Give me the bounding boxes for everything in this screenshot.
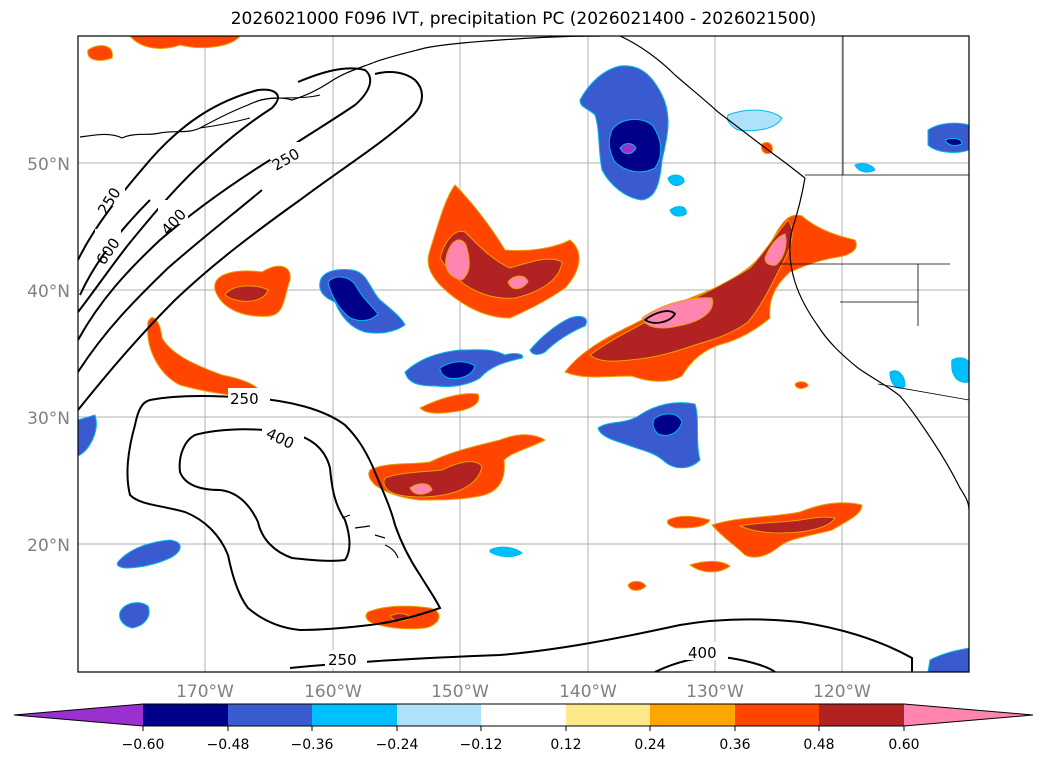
precip-blob: [445, 239, 470, 281]
precip-blob: [419, 393, 480, 414]
colorbar-tick-label: 0.60: [888, 737, 919, 753]
precip-blob: [129, 36, 241, 49]
precip-blob: [147, 317, 263, 397]
map-title: 2026021000 F096 IVT, precipitation PC (2…: [230, 9, 817, 29]
precip-blob: [439, 361, 476, 379]
precip-blob: [667, 515, 711, 529]
precip-blob: [669, 206, 687, 217]
precip-blob: [224, 285, 269, 302]
colorbar-tick-label: −0.24: [376, 737, 419, 753]
colorbar-cell: [650, 704, 735, 726]
hawaii-islands: [341, 514, 399, 559]
lon-label: 160°W: [304, 682, 362, 702]
precip-blob: [439, 230, 563, 299]
contour-labels: 250 600 400 250 250 400 250 400: [93, 142, 728, 669]
bc-coast: [619, 36, 806, 179]
ivt-contour-line: [78, 71, 423, 411]
precip-blob: [927, 647, 969, 672]
colorbar-tick-label: −0.60: [122, 737, 165, 753]
precip-negative-regions: [78, 65, 969, 672]
colorbar-cell: [228, 704, 312, 726]
precip-blob: [507, 275, 529, 290]
precip-blob: [87, 45, 113, 61]
contour-label: 250: [328, 651, 357, 669]
precip-blob: [794, 381, 809, 389]
contour-label: 400: [688, 644, 717, 662]
precip-blob: [951, 357, 969, 383]
colorbar-tick-label: −0.48: [207, 737, 250, 753]
precip-blob: [944, 137, 963, 147]
colorbar-cell: [143, 704, 228, 726]
precip-blob: [738, 516, 836, 534]
coastlines: [79, 36, 969, 559]
latitude-labels: 50°N 40°N 30°N 20°N: [27, 155, 70, 556]
precip-blob: [78, 414, 97, 457]
border-lines: [780, 36, 969, 401]
lat-label: 30°N: [27, 409, 70, 429]
precip-blob: [589, 219, 793, 362]
colorbar-low-extend: [14, 704, 143, 726]
aleutian-islands: [199, 94, 321, 129]
ivt-contour-line: [78, 189, 263, 373]
us-west-coast: [789, 177, 969, 511]
colorbar-tick-label: −0.12: [460, 737, 503, 753]
lat-label: 50°N: [27, 155, 70, 175]
colorbar-cell: [819, 704, 904, 726]
colorbar-tick-label: −0.36: [291, 737, 334, 753]
colorbar-cell: [397, 704, 481, 726]
precip-positive-regions: [87, 36, 863, 630]
precip-blob: [854, 163, 876, 173]
precip-blob: [489, 546, 523, 558]
precip-blob: [409, 483, 433, 495]
precip-blob: [383, 461, 483, 498]
colorbar-high-extend: [904, 704, 1033, 726]
precip-blob: [641, 297, 714, 329]
lon-label: 150°W: [431, 682, 489, 702]
precip-blob: [667, 174, 685, 186]
colorbar-cell: [481, 704, 566, 726]
precip-blob: [688, 560, 731, 573]
precip-blob: [619, 143, 637, 155]
precip-blob: [529, 315, 587, 355]
precip-blob: [927, 122, 969, 153]
map-frame: [77, 35, 970, 673]
lat-label: 40°N: [27, 282, 70, 302]
ivt-contour-line: [78, 88, 279, 313]
ivt-contour-line: [654, 656, 776, 672]
grid: [78, 36, 969, 672]
colorbar-tick-label: 0.48: [803, 737, 834, 753]
colorbar: −0.60 −0.48 −0.36 −0.24 −0.12 0.12 0.24 …: [13, 703, 1034, 753]
precip-blob: [627, 580, 647, 591]
precip-blob: [652, 413, 683, 436]
precip-blob: [764, 233, 787, 266]
colorbar-tick-label: 0.24: [634, 737, 665, 753]
colorbar-cell: [566, 704, 650, 726]
colorbar-cell: [735, 704, 819, 726]
lon-label: 140°W: [559, 682, 617, 702]
lon-label: 120°W: [813, 682, 871, 702]
colorbar-tick-label: 0.12: [550, 737, 581, 753]
contour-label: 250: [230, 390, 259, 408]
precip-blob: [327, 276, 379, 322]
lon-label: 130°W: [686, 682, 744, 702]
precip-blob: [889, 370, 906, 389]
ivt-contour-line-small: [643, 310, 677, 324]
ivt-contour-line: [289, 618, 913, 672]
lon-label: 170°W: [176, 682, 234, 702]
precip-blob: [727, 109, 783, 132]
precip-blob: [608, 118, 662, 173]
precip-blob: [116, 539, 181, 569]
precip-blob: [119, 602, 150, 629]
alaska-coast: [79, 36, 601, 139]
ivt-contours: [78, 67, 913, 672]
precip-blob: [597, 402, 701, 469]
lat-label: 20°N: [27, 536, 70, 556]
ivt-contour-line: [126, 394, 442, 632]
colorbar-cell: [312, 704, 397, 726]
colorbar-tick-label: 0.36: [719, 737, 750, 753]
longitude-labels: 170°W 160°W 150°W 140°W 130°W 120°W: [176, 682, 871, 702]
